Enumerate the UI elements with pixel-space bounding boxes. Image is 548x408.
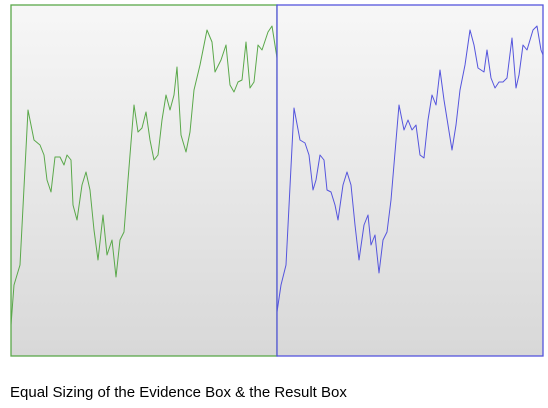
chart-box [276, 4, 544, 357]
chart-panel [276, 4, 544, 357]
chart-panel [10, 4, 278, 357]
data-line [276, 25, 544, 313]
caption: Equal Sizing of the Evidence Box & the R… [10, 384, 347, 401]
chart-box [10, 4, 278, 357]
data-line [10, 25, 278, 326]
charts [10, 4, 544, 357]
